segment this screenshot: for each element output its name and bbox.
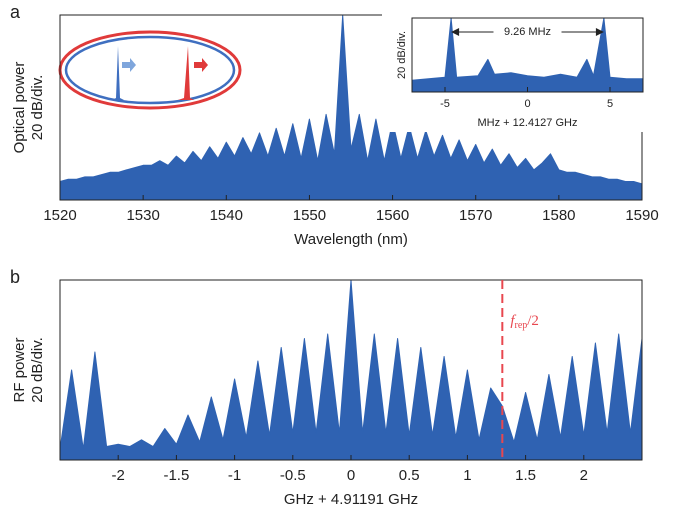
spectrum: [59, 279, 643, 461]
x-tick-label: 1560: [376, 207, 409, 224]
x-tick-label: 2: [580, 467, 588, 484]
arrow-head: [451, 28, 460, 36]
ring-diagram: [58, 30, 242, 110]
x-tick-label: 5: [607, 98, 613, 110]
x-tick-label: 1550: [293, 207, 326, 224]
spectrum: [411, 17, 644, 93]
x-tick-label: -1: [228, 467, 241, 484]
frep-label-main: f: [510, 313, 516, 329]
arrow-head: [595, 28, 604, 36]
spectrum: [59, 14, 643, 201]
x-tick-label: 1520: [43, 207, 76, 224]
annotation-background: [493, 24, 562, 40]
x-axis-label: MHz + 12.4127 GHz: [478, 117, 578, 129]
frep-label-sub: rep: [514, 320, 527, 331]
x-axis-label: GHz + 4.91191 GHz: [284, 491, 418, 508]
x-tick-label: 1540: [210, 207, 243, 224]
x-tick-label: 0.5: [399, 467, 420, 484]
panel-label: b: [10, 267, 20, 287]
y-axis-label: RF power: [11, 337, 28, 402]
x-tick-label: 0: [347, 467, 355, 484]
x-tick-label: 1580: [542, 207, 575, 224]
x-tick-label: 1: [463, 467, 471, 484]
panel-label: a: [10, 2, 21, 22]
annotation: 9.26 MHz: [504, 26, 551, 38]
x-tick-label: -5: [440, 98, 450, 110]
x-tick-label: 0: [524, 98, 530, 110]
y-axis-scale: 20 dB/div.: [29, 337, 46, 403]
y-axis-label: Optical power: [11, 62, 28, 154]
y-axis-scale: 20 dB/div.: [29, 75, 46, 141]
frep-label-tail: /2: [527, 313, 539, 329]
x-tick-label: 1.5: [515, 467, 536, 484]
x-tick-label: 1530: [126, 207, 159, 224]
x-tick-label: -2: [112, 467, 125, 484]
y-axis-scale: 20 dB/div.: [396, 31, 408, 79]
x-tick-label: -1.5: [163, 467, 189, 484]
x-tick-label: 1590: [625, 207, 658, 224]
x-tick-label: -0.5: [280, 467, 306, 484]
frep-label: frep/2: [510, 313, 539, 331]
x-axis-label: Wavelength (nm): [294, 231, 408, 248]
x-tick-label: 1570: [459, 207, 492, 224]
